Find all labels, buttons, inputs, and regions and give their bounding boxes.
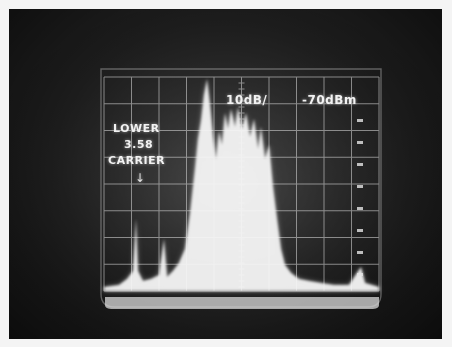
oscilloscope-screen: LOWER 3.58 CARRIER ↓ 10dB/ -70dBm	[9, 9, 442, 339]
scale-mark	[357, 163, 363, 166]
spectrum-trace	[104, 79, 379, 291]
annotation-line-3: CARRIER	[108, 154, 166, 167]
scale-mark	[357, 251, 363, 254]
scale-mark	[357, 141, 363, 144]
scale-mark	[357, 273, 363, 276]
down-arrow-icon: ↓	[135, 171, 146, 185]
annotation-line-2: 3.58	[124, 138, 154, 151]
scale-mark	[357, 229, 363, 232]
right-scale-marks	[357, 119, 363, 276]
scale-mark	[357, 185, 363, 188]
annotation-line-1: LOWER	[113, 122, 160, 135]
scale-readout: 10dB/	[226, 93, 268, 107]
baseline-noise	[105, 297, 379, 309]
scale-mark	[357, 207, 363, 210]
spectrum-display	[9, 9, 442, 339]
scale-mark	[357, 119, 363, 122]
reference-level-readout: -70dBm	[302, 93, 357, 107]
